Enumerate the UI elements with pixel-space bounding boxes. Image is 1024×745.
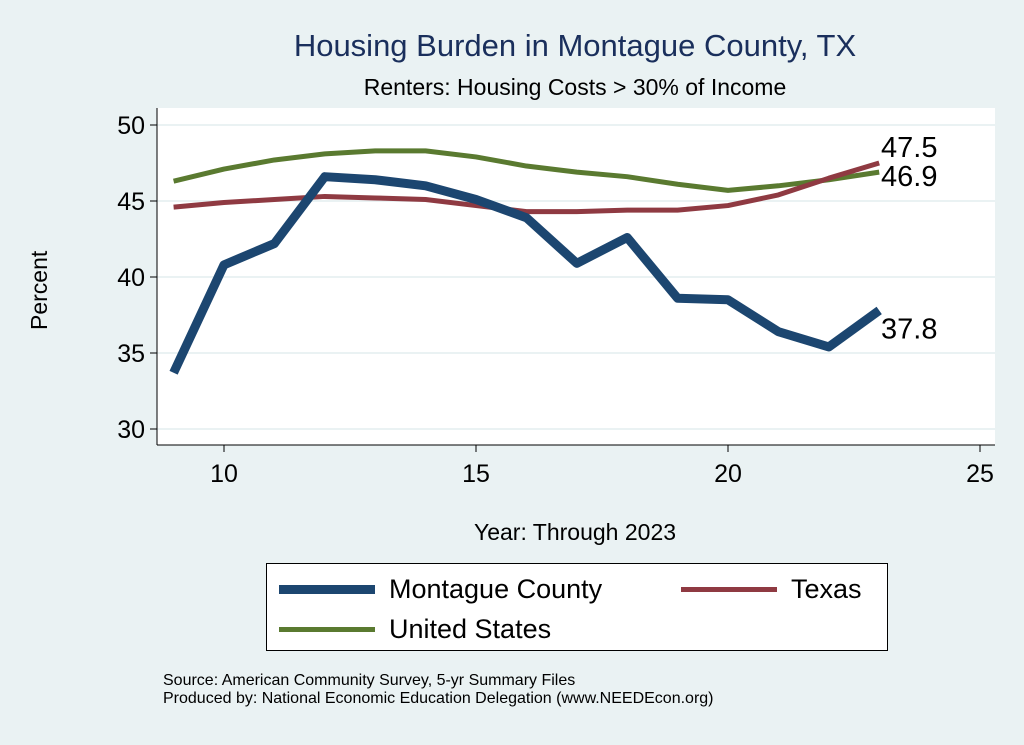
legend-item-montague: Montague County xyxy=(279,574,602,605)
legend-label: United States xyxy=(389,614,552,644)
y-tick-label: 30 xyxy=(117,416,145,444)
legend-item-texas: Texas xyxy=(681,574,862,605)
y-tick-label: 50 xyxy=(117,112,145,140)
producer-note: Produced by: National Economic Education… xyxy=(163,690,714,707)
series-line-texas xyxy=(173,160,880,215)
legend-swatch xyxy=(279,585,375,594)
legend-swatch xyxy=(279,627,375,632)
chart-subtitle: Renters: Housing Costs > 30% of Income xyxy=(363,74,787,100)
legend-swatch xyxy=(681,587,777,592)
plot-area: 30 35 40 45 50 10 15 20 25 37.8 47.546.9 xyxy=(117,108,995,488)
legend-label: Montague County xyxy=(389,574,603,604)
legend-item-us: United States xyxy=(279,614,551,645)
end-label: 47.5 xyxy=(881,132,937,164)
y-tick-label: 35 xyxy=(117,340,145,368)
source-note: Source: American Community Survey, 5-yr … xyxy=(163,672,576,689)
x-axis-label: Year: Through 2023 xyxy=(473,519,677,545)
x-tick-label: 10 xyxy=(210,460,238,488)
series-line-montague-county xyxy=(169,172,882,375)
y-tick-label: 40 xyxy=(117,264,145,292)
x-tick-label: 20 xyxy=(714,460,742,488)
x-tick-label: 25 xyxy=(966,460,994,488)
chart-title: Housing Burden in Montague County, TX xyxy=(293,28,857,63)
x-tick-label: 15 xyxy=(462,460,490,488)
end-label: 37.8 xyxy=(881,313,937,345)
legend: Montague County Texas United States xyxy=(266,563,888,651)
end-label: 46.9 xyxy=(881,161,937,193)
legend-label: Texas xyxy=(791,574,862,604)
series-line-united-states xyxy=(173,148,880,193)
y-tick-label: 45 xyxy=(117,188,145,216)
